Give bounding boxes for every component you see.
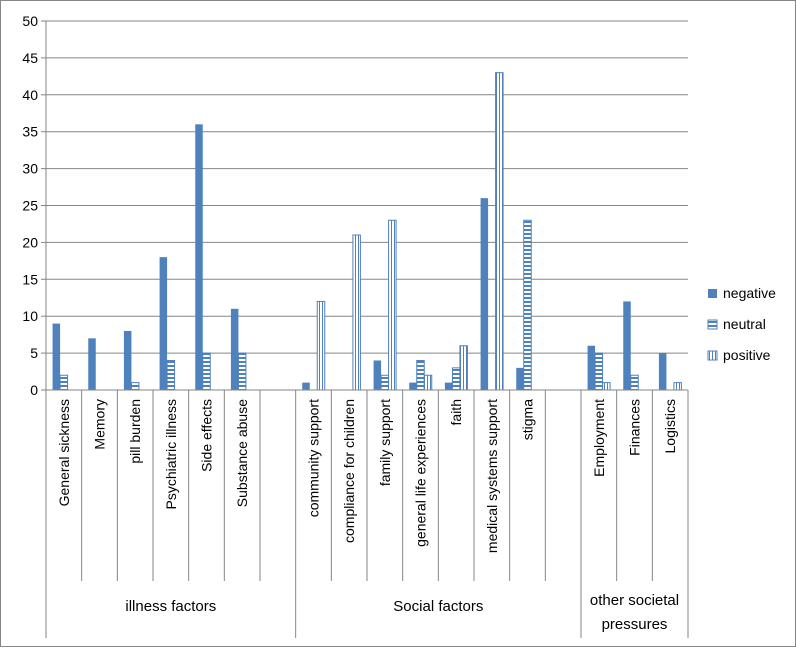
y-tick-label: 40 <box>22 87 38 103</box>
x-group-label: Social factors <box>393 598 483 615</box>
bar-neutral <box>202 352 211 391</box>
x-category-label: pill burden <box>127 399 143 464</box>
x-category-label: medical systems support <box>484 399 500 553</box>
bar-positive <box>459 345 468 391</box>
x-category-label: Logistics <box>662 399 678 453</box>
bar-negative <box>52 323 61 390</box>
bar-neutral <box>380 374 390 391</box>
legend-label-negative: negative <box>723 285 776 301</box>
bar-positive <box>316 300 326 391</box>
bar-negative <box>587 345 596 390</box>
bar-negative <box>159 257 168 390</box>
bar-negative <box>123 330 132 390</box>
bar-negative <box>516 367 524 390</box>
x-axis-groups: illness factors Social factors other socie… <box>45 581 689 638</box>
bar-positive <box>388 219 397 391</box>
legend-label-positive: positive <box>723 347 771 363</box>
x-category-label: community support <box>306 399 322 517</box>
x-group-label: other societal pressures <box>590 592 679 633</box>
x-category-label: family support <box>377 399 393 486</box>
bar-negative <box>409 382 417 390</box>
legend-swatch-positive <box>707 350 718 361</box>
legend-label-neutral: neutral <box>723 316 766 332</box>
x-category-label: Psychiatric illness <box>163 399 179 509</box>
bar-positive <box>352 234 361 391</box>
bar-negative <box>88 338 96 390</box>
y-tick-label: 15 <box>22 271 38 287</box>
x-category-label: Finances <box>627 399 643 456</box>
y-tick-label: 50 <box>22 13 38 29</box>
y-tick-label: 30 <box>22 161 38 177</box>
x-category-label: compliance for children <box>341 399 357 543</box>
legend-swatch-negative <box>708 289 717 298</box>
bar-positive <box>602 382 611 391</box>
legend-swatch-neutral <box>707 319 718 330</box>
y-tick-label: 35 <box>22 124 38 140</box>
bar-neutral <box>237 352 247 391</box>
x-category-label: Side effects <box>199 399 215 472</box>
bar-negative <box>444 382 453 390</box>
y-axis-ticks: 0 5 10 15 20 25 30 35 40 45 50 <box>22 13 46 398</box>
bar-negative <box>302 382 310 390</box>
bar-neutral <box>130 382 140 391</box>
bar-neutral <box>451 367 461 391</box>
y-tick-label: 45 <box>22 50 38 66</box>
bars <box>52 72 682 391</box>
bar-neutral <box>166 359 176 391</box>
x-category-label: Substance abuse <box>234 399 250 507</box>
y-tick-label: 5 <box>30 345 38 361</box>
x-category-label: Employment <box>591 399 607 477</box>
bar-positive <box>423 374 433 391</box>
bar-neutral <box>59 374 69 391</box>
x-axis-categories: General sickness Memory pill burden Psychia… <box>45 390 689 581</box>
x-category-label: Memory <box>92 399 108 450</box>
bar-neutral <box>523 219 532 391</box>
y-tick-label: 20 <box>22 234 38 250</box>
gridlines <box>46 20 688 354</box>
bar-negative <box>658 353 667 390</box>
x-group-label: illness factors <box>125 598 216 615</box>
bar-neutral <box>416 359 425 391</box>
bar-positive <box>673 382 682 391</box>
bar-negative <box>373 360 382 390</box>
bar-negative <box>195 124 203 390</box>
bar-neutral <box>594 352 604 391</box>
x-category-label: General sickness <box>56 399 72 506</box>
bar-negative <box>480 198 489 390</box>
legend: negative neutral positive <box>707 285 776 363</box>
y-tick-label: 10 <box>22 308 38 324</box>
bar-negative <box>230 308 239 390</box>
y-tick-label: 0 <box>30 382 38 398</box>
bar-positive <box>495 72 504 391</box>
y-tick-label: 25 <box>22 198 38 214</box>
bar-neutral <box>630 374 639 391</box>
x-category-label: stigma <box>520 399 536 440</box>
bar-negative <box>623 301 631 390</box>
x-category-label: general life experiences <box>413 399 429 547</box>
x-category-label: faith <box>448 399 464 425</box>
